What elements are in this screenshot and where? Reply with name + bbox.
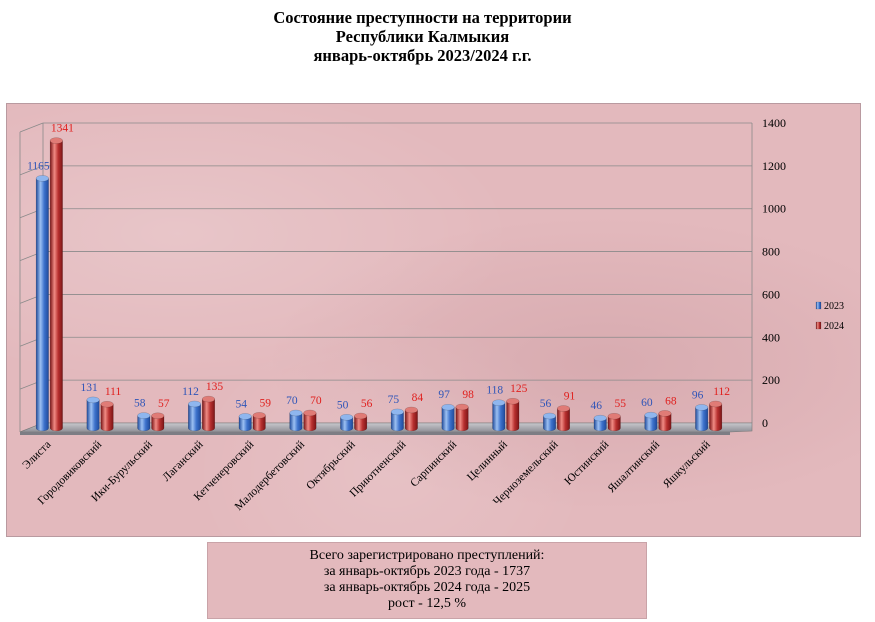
bar-2024-9: [506, 397, 520, 432]
data-label-2024: 91: [564, 391, 576, 403]
data-label-2024: 125: [510, 383, 528, 395]
bar-2024-3: [202, 395, 215, 432]
data-label-2024: 98: [462, 389, 474, 401]
bar-2024-10: [557, 405, 570, 432]
summary-line-4: рост - 12,5 %: [387, 596, 466, 611]
data-label-2023: 1165: [27, 160, 50, 172]
bar-2024-2: [151, 412, 165, 432]
chart-panel: [6, 103, 861, 537]
y-tick-label: 1000: [762, 202, 786, 216]
category-label: Яшкульский: [661, 439, 713, 491]
bar-2023-3: [188, 400, 201, 432]
y-tick-label: 1400: [762, 116, 786, 130]
data-label-2024: 1341: [51, 123, 74, 135]
category-label: Лаганский: [160, 439, 205, 484]
bar-2023-8: [441, 403, 455, 432]
bar-2023-12: [644, 411, 658, 432]
data-label-2024: 70: [310, 395, 322, 407]
data-label-2023: 70: [286, 395, 298, 407]
bar-2024-0: [49, 137, 63, 432]
category-label: Элиста: [20, 439, 53, 472]
gridline-side: [19, 122, 44, 133]
y-tick-label: 800: [762, 245, 780, 259]
bar-2023-9: [492, 399, 506, 432]
data-label-2023: 54: [235, 398, 247, 410]
data-label-2023: 97: [438, 389, 450, 401]
bar-2023-10: [543, 412, 556, 432]
gridline-side: [19, 165, 44, 176]
legend: 2023 2024: [815, 301, 844, 332]
chart-title: Состояние преступности на территории Рес…: [0, 8, 845, 65]
bar-2024-12: [658, 410, 672, 432]
data-label-2024: 56: [361, 398, 373, 410]
data-label-2023: 60: [641, 397, 653, 409]
y-tick-label: 200: [762, 373, 780, 387]
data-label-2024: 112: [713, 386, 730, 398]
category-label: Сарпинский: [408, 439, 459, 490]
data-label-2023: 96: [692, 389, 704, 401]
bar-2023-11: [593, 414, 607, 432]
legend-swatch-2024: [815, 321, 822, 330]
bar-2024-13: [709, 400, 723, 432]
data-label-2023: 131: [80, 382, 98, 394]
summary-line-2: за январь-октябрь 2023 года - 1737: [323, 564, 531, 579]
summary-box: Всего зарегистрировано преступлений: за …: [207, 542, 647, 619]
bar-2023-2: [137, 412, 151, 432]
bar-2023-1: [86, 396, 100, 432]
chart-floor-edge: [20, 432, 730, 435]
summary-line-3: за январь-октябрь 2024 года - 2025: [323, 580, 531, 595]
title-line-2: Республики Калмыкия: [335, 27, 510, 46]
title-line-3: январь-октябрь 2023/2024 г.г.: [313, 46, 532, 65]
bar-2024-11: [607, 412, 621, 432]
y-tick-label: 1200: [762, 159, 786, 173]
bars: [35, 137, 723, 432]
data-label-2024: 135: [206, 381, 224, 393]
data-labels: 1165 1341 131 111 58 57 112 135 54 59 70 70 50 56 75 84…: [27, 123, 730, 413]
data-label-2024: 111: [105, 386, 122, 398]
bar-2023-4: [238, 413, 252, 432]
bar-2023-6: [340, 414, 354, 432]
data-label-2023: 112: [182, 386, 199, 398]
bar-2024-7: [404, 406, 418, 432]
legend-label-2024: 2024: [824, 321, 844, 332]
y-tick-label: 600: [762, 287, 780, 301]
data-label-2024: 59: [259, 397, 271, 409]
bar-2023-7: [390, 408, 404, 432]
bar-2023-5: [289, 409, 303, 432]
y-tick-label: 0: [762, 416, 768, 430]
data-label-2023: 50: [337, 399, 349, 411]
chart-floor: [19, 422, 753, 433]
data-label-2023: 75: [388, 394, 400, 406]
bar-2024-5: [303, 409, 317, 432]
data-label-2024: 84: [412, 392, 424, 404]
bar-2023-0: [35, 175, 49, 432]
bar-2024-1: [100, 400, 114, 432]
grid: [19, 122, 753, 433]
data-label-2023: 56: [540, 398, 552, 410]
title-line-1: Состояние преступности на территории: [273, 8, 572, 27]
category-label: Юстинский: [562, 439, 611, 488]
legend-swatch-2023: [815, 301, 822, 310]
bar-2024-6: [354, 412, 368, 432]
y-tick-label: 400: [762, 330, 780, 344]
category-label: Октябрьский: [304, 439, 358, 493]
summary-line-1: Всего зарегистрировано преступлений:: [309, 548, 545, 563]
data-label-2023: 58: [134, 398, 146, 410]
bar-2023-13: [695, 404, 709, 432]
legend-label-2023: 2023: [824, 301, 844, 312]
data-label-2023: 118: [486, 385, 503, 397]
data-label-2024: 68: [665, 395, 677, 407]
data-label-2024: 55: [614, 398, 626, 410]
category-label: Яшалтинский: [606, 439, 662, 495]
category-label: Целинный: [465, 439, 510, 484]
bar-2024-4: [252, 412, 266, 432]
data-label-2023: 46: [590, 400, 602, 412]
bar-2024-8: [455, 403, 469, 432]
data-label-2024: 57: [158, 398, 170, 410]
